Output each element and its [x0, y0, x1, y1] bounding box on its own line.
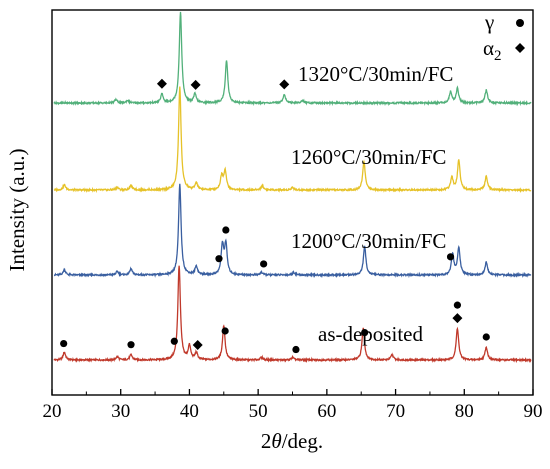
legend-marker-diamond [515, 43, 525, 53]
series-line-1260-c-30min-fc [53, 86, 532, 194]
peak-marker-gamma [170, 337, 178, 345]
legend: γ α2 [483, 10, 525, 64]
y-axis-label: Intensity (a.u.) [5, 148, 29, 271]
peak-marker-gamma [453, 301, 462, 309]
x-tick-label: 40 [180, 401, 199, 422]
x-tick-label: 70 [386, 401, 405, 422]
series-label-layer: as-deposited 1200°C/30min/FC 1260°C/30min/… [291, 62, 453, 346]
series-line-1320-c-30min-fc [53, 11, 532, 107]
peak-marker-alpha2 [279, 79, 290, 90]
x-axis-label: 2θ/deg. [261, 429, 323, 453]
peak-marker-gamma [215, 255, 223, 263]
legend-label-alpha: α2 [483, 36, 502, 64]
peak-marker-alpha2 [192, 340, 203, 351]
peak-marker-gamma [222, 226, 230, 234]
peak-marker-gamma [292, 345, 300, 354]
x-tick-layer: 20 30 40 50 60 70 80 90 [43, 389, 543, 422]
x-tick-label: 60 [317, 401, 336, 422]
x-tick-label: 90 [524, 401, 543, 422]
series-label-as-deposited: as-deposited [318, 322, 423, 346]
peak-marker-gamma [60, 339, 68, 348]
x-axis-label-two: 2 [261, 429, 272, 453]
x-axis-label-unit: /deg. [282, 429, 323, 453]
x-axis-label-theta: θ [271, 429, 281, 453]
x-tick-label: 50 [249, 401, 268, 422]
series-label-1320-c-30min-fc: 1320°C/30min/FC [298, 62, 453, 86]
series-layer [53, 11, 532, 364]
x-tick-label: 80 [455, 401, 474, 422]
x-tick-label: 30 [111, 401, 130, 422]
peak-marker-alpha2 [452, 313, 463, 324]
marker-layer [60, 78, 490, 354]
series-label-1260-c-30min-fc: 1260°C/30min/FC [291, 145, 446, 169]
peak-marker-gamma [482, 333, 490, 341]
series-line-as-deposited [53, 265, 532, 364]
plot-frame [51, 9, 534, 396]
peak-marker-gamma [127, 341, 135, 349]
peak-marker-gamma [446, 253, 455, 261]
series-label-1200-c-30min-fc: 1200°C/30min/FC [291, 229, 446, 253]
legend-label-alpha-main: α [483, 36, 494, 60]
legend-label-gamma: γ [484, 10, 494, 34]
peak-marker-alpha2 [156, 78, 167, 89]
x-tick-label: 20 [43, 401, 62, 422]
peak-marker-gamma [260, 260, 268, 268]
peak-marker-gamma [221, 327, 229, 335]
peak-marker-alpha2 [190, 79, 201, 90]
legend-label-alpha-sub: 2 [494, 48, 502, 64]
legend-marker-circle [516, 19, 524, 27]
peak-marker-gamma [361, 328, 369, 337]
series-line-1200-c-30min-fc [53, 183, 532, 279]
